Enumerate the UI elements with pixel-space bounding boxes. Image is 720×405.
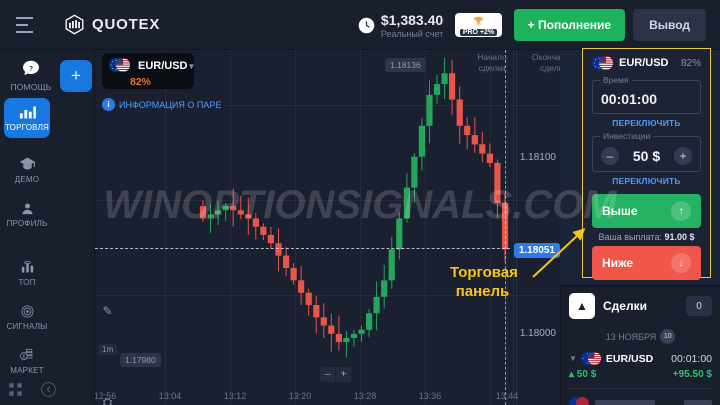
svg-text:?: ? — [29, 66, 33, 73]
